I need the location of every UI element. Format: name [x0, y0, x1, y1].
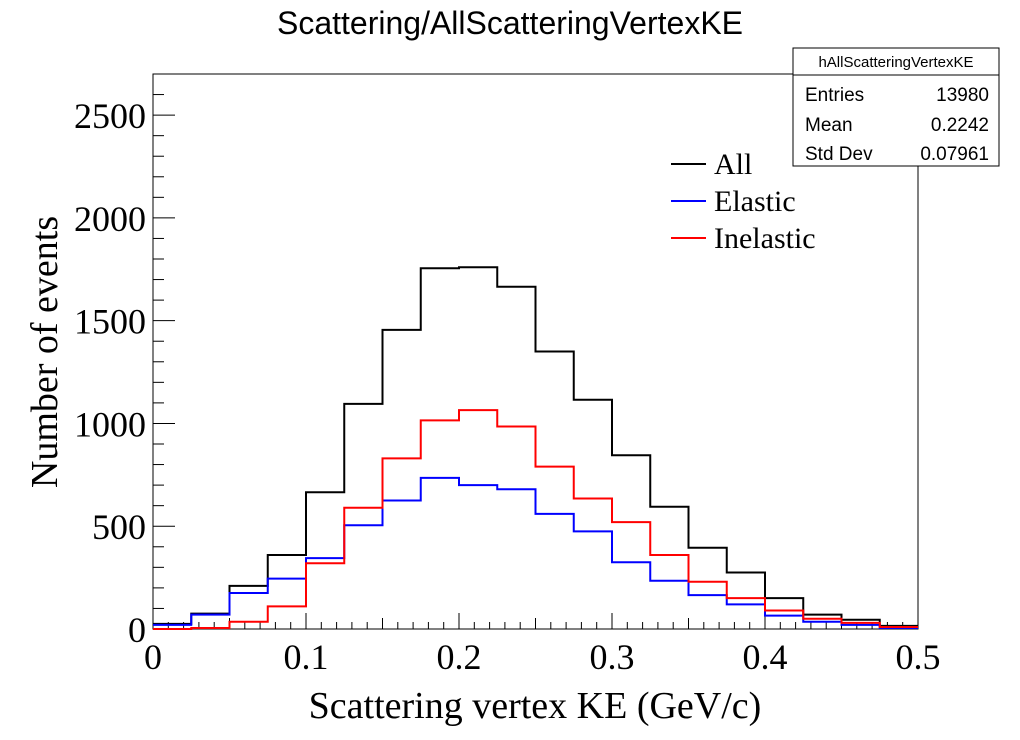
x-tick-label: 0.2 [437, 637, 482, 677]
y-tick-label: 2500 [74, 96, 146, 136]
x-tick-label: 0.1 [284, 637, 329, 677]
y-tick-label: 500 [92, 507, 146, 547]
series-inelastic-line [153, 409, 918, 630]
stats-box: hAllScatteringVertexKE Entries 13980 Mea… [792, 47, 1000, 167]
series-layer [153, 266, 918, 630]
chart-title: Scattering/AllScatteringVertexKE [277, 5, 743, 41]
x-axis-label: Scattering vertex KE (GeV/c) [309, 685, 762, 727]
stats-entries-label: Entries [805, 85, 864, 106]
y-tick-label: 2000 [74, 199, 146, 239]
x-axis: 0 0.1 0.2 0.3 0.4 0.5 [144, 613, 941, 677]
stats-stddev-value: 0.07961 [920, 144, 989, 165]
legend-label-all: All [714, 148, 752, 181]
x-tick-label: 0.3 [590, 637, 635, 677]
y-tick-label: 1000 [74, 404, 146, 444]
stats-title: hAllScatteringVertexKE [818, 54, 973, 71]
legend-label-inelastic: Inelastic [714, 222, 816, 255]
y-axis-label: Number of events [24, 216, 66, 488]
stats-stddev-label: Std Dev [805, 144, 873, 165]
x-tick-label: 0.4 [743, 637, 788, 677]
series-all-line [153, 266, 918, 627]
x-tick-label: 0 [144, 637, 162, 677]
legend-label-elastic: Elastic [714, 185, 796, 218]
y-tick-label: 0 [128, 610, 146, 650]
x-tick-label: 0.5 [896, 637, 941, 677]
y-tick-label: 1500 [74, 302, 146, 342]
stats-mean-value: 0.2242 [931, 115, 989, 136]
stats-entries-value: 13980 [936, 85, 989, 106]
stats-mean-label: Mean [805, 115, 853, 136]
y-axis: 0 500 1000 1500 2000 2500 [74, 73, 175, 650]
series-elastic-line [153, 476, 918, 629]
legend: All Elastic Inelastic [671, 148, 816, 255]
